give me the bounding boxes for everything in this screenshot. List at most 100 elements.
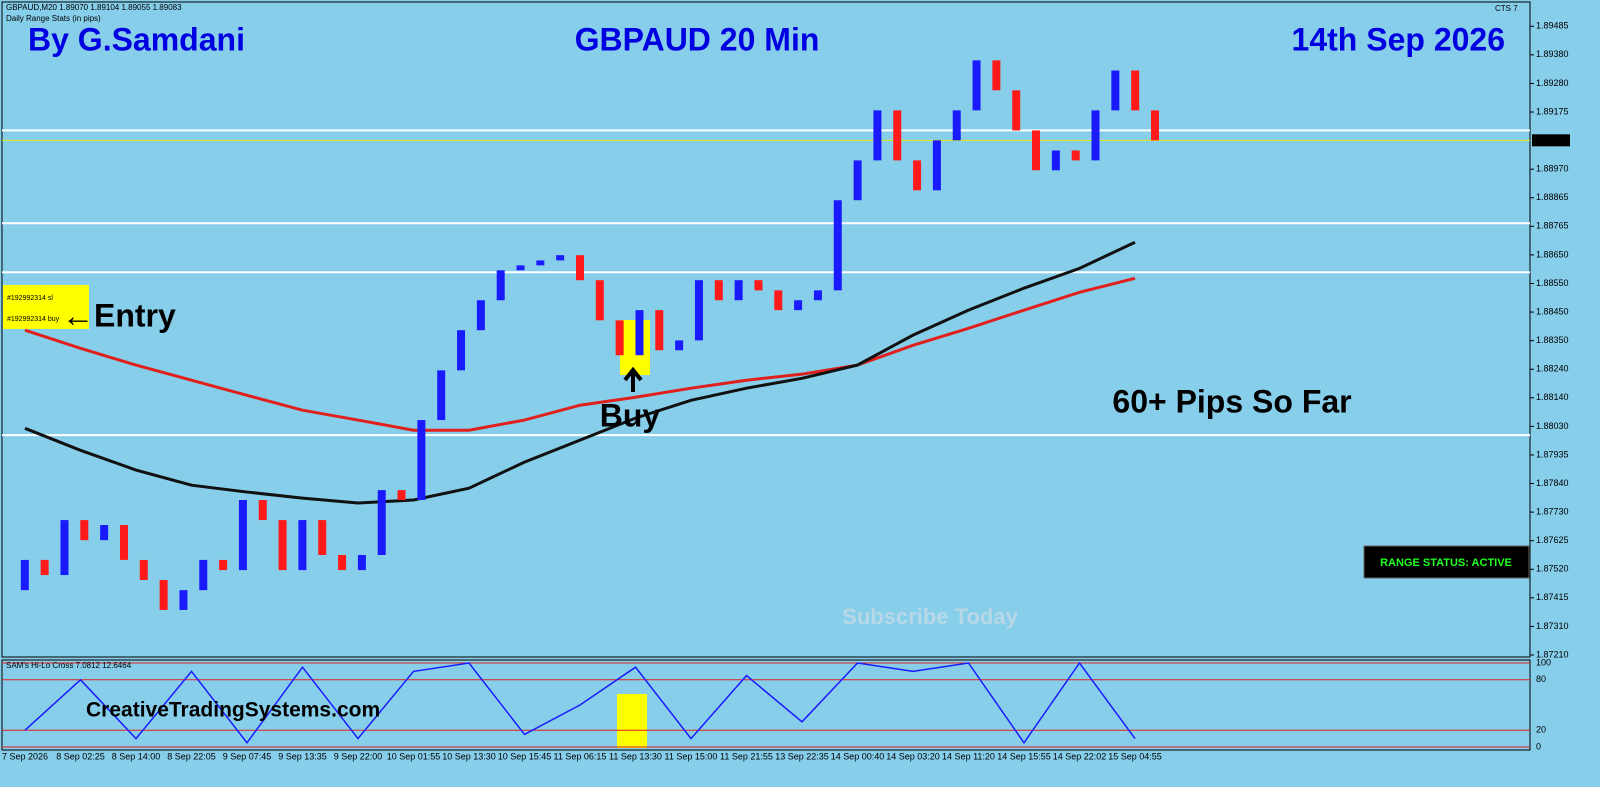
highlight xyxy=(617,694,647,748)
x-tick-label: 15 Sep 04:55 xyxy=(1108,751,1162,761)
price-bar xyxy=(893,110,902,161)
stats-title: Daily Range Stats (in pips) xyxy=(6,14,101,23)
price-bar xyxy=(734,280,743,301)
x-tick-label: 8 Sep 14:00 xyxy=(112,751,161,761)
y-tick-label: 1.87840 xyxy=(1536,478,1569,488)
date: 14th Sep 2026 xyxy=(1292,21,1505,57)
x-tick-label: 14 Sep 22:02 xyxy=(1053,751,1107,761)
corner-label: CTS 7 xyxy=(1495,4,1518,13)
status-box xyxy=(1363,545,1530,579)
y-tick-label: 1.87210 xyxy=(1536,649,1569,659)
price-bar xyxy=(1051,150,1060,171)
price-bar xyxy=(338,554,347,571)
x-tick-label: 11 Sep 13:30 xyxy=(609,751,662,761)
y-tick-label: 1.87310 xyxy=(1536,621,1569,631)
y-tick-label: 1.89280 xyxy=(1536,78,1569,88)
price-bar xyxy=(615,320,624,356)
x-tick-label: 11 Sep 15:00 xyxy=(665,751,718,761)
header: GBPAUD,M20 1.89070 1.89104 1.89055 1.890… xyxy=(6,3,182,12)
title: GBPAUD 20 Min xyxy=(575,21,820,57)
price-bar xyxy=(635,310,644,356)
price-bar xyxy=(496,270,505,301)
x-tick-label: 9 Sep 13:35 xyxy=(278,751,327,761)
price-bar xyxy=(298,520,307,571)
price-bar xyxy=(377,490,386,555)
price-bar xyxy=(516,265,525,271)
y-tick-label: 1.89175 xyxy=(1536,106,1569,116)
price-bar xyxy=(1071,150,1080,161)
price-bar xyxy=(40,559,49,576)
y-tick-label: 1.88450 xyxy=(1536,306,1569,316)
x-tick-label: 11 Sep 06:15 xyxy=(554,751,607,761)
y-tick-label: 1.88650 xyxy=(1536,249,1569,259)
price-bar xyxy=(199,559,208,591)
buy-label: Buy xyxy=(600,397,661,433)
price-bar xyxy=(139,559,148,580)
x-tick-label: 14 Sep 00:40 xyxy=(831,751,885,761)
x-tick-label: 7 Sep 2026 xyxy=(2,751,48,761)
oscillator-tick-label: 80 xyxy=(1536,674,1546,684)
price-bar xyxy=(159,579,168,610)
current-price-label: 1.89083 xyxy=(1536,135,1569,145)
x-tick-label: 8 Sep 22:05 xyxy=(167,751,216,761)
x-tick-label: 14 Sep 15:55 xyxy=(997,751,1051,761)
x-tick-label: 11 Sep 21:55 xyxy=(720,751,773,761)
website: CreativeTradingSystems.com xyxy=(86,699,380,722)
y-tick-label: 1.88970 xyxy=(1536,164,1569,174)
x-tick-label: 14 Sep 03:20 xyxy=(886,751,940,761)
y-tick-label: 1.87935 xyxy=(1536,449,1569,459)
price-bar xyxy=(1111,70,1120,111)
y-tick-label: 1.88240 xyxy=(1536,364,1569,374)
price-bar xyxy=(1032,130,1041,171)
y-tick-label: 1.88550 xyxy=(1536,278,1569,288)
order-label: #192992314 sl xyxy=(7,295,53,302)
price-bar xyxy=(457,330,466,371)
x-tick-label: 10 Sep 13:30 xyxy=(442,751,496,761)
price-bar xyxy=(675,340,684,351)
y-tick-label: 1.89485 xyxy=(1536,21,1569,31)
price-bar xyxy=(1131,70,1140,111)
y-tick-label: 1.87415 xyxy=(1536,592,1569,602)
price-bar xyxy=(80,520,89,541)
pips-label: 60+ Pips So Far xyxy=(1112,383,1351,419)
oscillator-tick-label: 0 xyxy=(1536,741,1541,751)
price-bar xyxy=(219,559,228,571)
price-bar xyxy=(754,280,763,291)
price-bar xyxy=(576,255,584,281)
price-bar xyxy=(873,110,882,161)
buy-arrow xyxy=(623,366,643,392)
y-tick-label: 1.89380 xyxy=(1536,49,1569,59)
price-bar xyxy=(794,300,803,311)
price-bar xyxy=(694,280,703,341)
price-bar xyxy=(913,160,922,191)
price-bar xyxy=(179,590,188,610)
price-bar xyxy=(476,300,485,331)
moving-average xyxy=(24,240,1136,505)
oscillator-title: SAM's Hi-Lo Cross 7.0812 12.6464 xyxy=(6,661,132,670)
price-bar xyxy=(556,255,565,261)
oscillator-tick-label: 100 xyxy=(1536,657,1551,667)
x-tick-label: 10 Sep 15:45 xyxy=(498,751,552,761)
price-bar xyxy=(437,370,446,421)
price-bar xyxy=(595,280,604,321)
price-bar xyxy=(1151,110,1159,141)
y-tick-label: 1.87520 xyxy=(1536,564,1569,574)
price-bar xyxy=(774,290,783,311)
x-tick-label: 14 Sep 11:20 xyxy=(942,751,995,761)
highlight xyxy=(620,320,650,375)
y-tick-label: 1.87730 xyxy=(1536,506,1569,516)
y-tick-label: 1.88865 xyxy=(1536,192,1569,202)
price-bar xyxy=(833,200,842,291)
price-bar xyxy=(714,280,723,301)
status: RANGE STATUS: ACTIVE xyxy=(1380,557,1512,569)
subscribe-label: Subscribe Today xyxy=(842,604,1018,629)
price-bar xyxy=(972,60,981,111)
y-tick-label: 1.88765 xyxy=(1536,221,1569,231)
price-tag xyxy=(1532,134,1570,147)
price-bar xyxy=(119,525,128,560)
price-bar xyxy=(258,500,267,521)
price-bar xyxy=(853,160,862,201)
price-bar xyxy=(536,260,545,266)
oscillator-line xyxy=(24,661,1136,745)
